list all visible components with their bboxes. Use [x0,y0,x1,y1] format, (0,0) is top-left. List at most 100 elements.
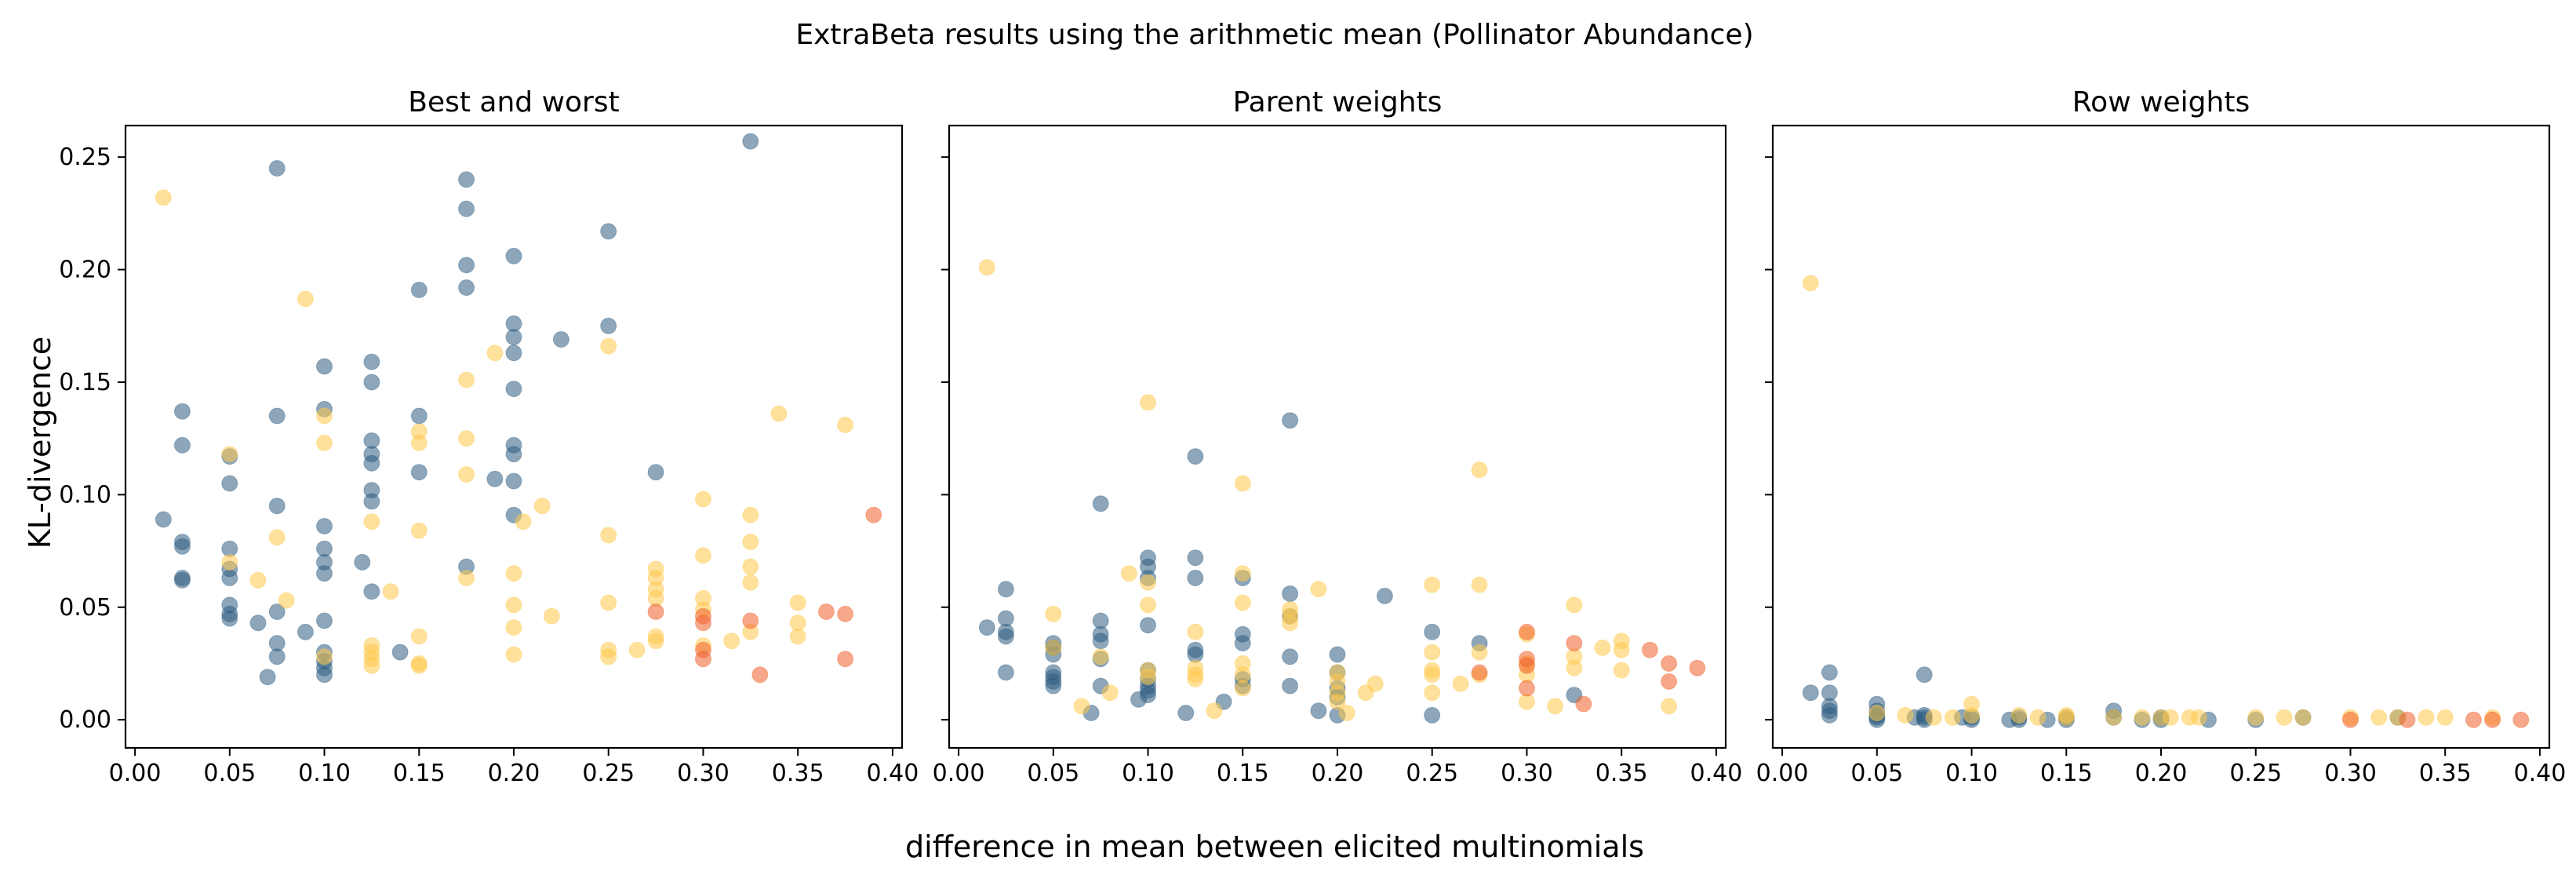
point-yellow [2010,706,2028,724]
point-yellow [2134,709,2151,726]
point-blue [316,565,333,582]
point-yellow [2247,709,2265,726]
point-blue [1282,412,1299,429]
x-tick-label: 0.40 [1690,760,1743,787]
point-yellow [2162,709,2179,726]
point-yellow [1140,394,1156,411]
point-orange [1661,655,1678,672]
point-yellow [695,490,711,508]
subplot-2: Parent weights 0.00 0.05 0.10 0.15 0.20 0.25 0.… [933,86,1743,787]
point-orange [2484,711,2501,728]
point-yellow [1963,706,1980,724]
x-tick-label: 0.05 [1027,760,1079,787]
point-yellow [1092,648,1109,665]
point-blue [458,200,475,217]
point-blue [742,133,759,150]
y-tick-label: 0.10 [59,481,111,509]
x-tick-label: 0.25 [582,760,635,787]
point-yellow [458,371,475,388]
point-orange [1519,680,1535,697]
y-tick-label: 0.25 [59,144,111,171]
point-yellow [249,571,267,589]
point-yellow [1613,662,1630,679]
y-axis-label: KL-divergence [23,337,57,549]
point-blue [505,472,522,490]
point-yellow [600,594,617,611]
point-blue [363,583,380,600]
x-tick-label: 0.40 [867,760,919,787]
point-orange [1689,659,1706,676]
point-blue [363,493,380,510]
point-blue [997,664,1014,681]
point-blue [505,247,522,264]
point-orange [2465,711,2482,728]
point-blue [1821,664,1838,681]
point-yellow [1566,596,1583,614]
point-orange [2342,711,2359,728]
point-blue [997,628,1014,645]
point-yellow [1310,581,1327,598]
point-yellow [742,506,759,523]
point-yellow [1424,684,1441,702]
y-tick-label: 0.00 [59,706,111,734]
point-yellow [316,407,333,425]
point-yellow [1424,576,1441,593]
x-tick-label: 0.25 [2229,760,2282,787]
point-blue [1234,635,1251,652]
subplot-3: Row weights 0.00 0.05 0.10 0.15 0.20 0.25 0.30 0… [1756,86,2567,787]
point-yellow [363,513,380,531]
point-blue [155,511,172,528]
point-yellow [1424,644,1441,661]
point-blue [173,538,191,555]
data-points [1802,275,2530,728]
point-yellow [600,337,617,355]
point-blue [458,279,475,296]
point-yellow [789,628,806,645]
x-tick-label: 0.30 [2324,760,2377,787]
point-orange [1519,623,1535,640]
point-orange [1641,641,1658,658]
x-tick-label: 0.10 [1122,760,1174,787]
point-yellow [297,290,314,308]
point-yellow [2294,709,2312,726]
point-yellow [1234,475,1251,492]
point-yellow [1471,576,1488,593]
point-blue [1802,684,1819,702]
point-blue [1424,706,1441,724]
point-blue [600,223,617,240]
x-tick-label: 0.15 [393,760,446,787]
point-orange [837,605,854,622]
point-blue [1177,705,1195,721]
point-yellow [505,646,522,663]
point-blue [1092,495,1109,512]
point-blue [221,610,238,627]
point-yellow [1566,659,1583,676]
point-yellow [1234,680,1251,697]
point-yellow [837,416,854,433]
point-yellow [1329,693,1346,710]
point-yellow [2370,709,2388,726]
point-yellow [1802,275,1819,292]
point-blue [505,345,522,362]
point-yellow [1140,574,1156,591]
point-blue [410,407,428,425]
axes-frame [1771,124,2551,749]
point-yellow [2029,709,2047,726]
point-yellow [2418,709,2435,726]
x-tick-label: 0.35 [1595,760,1648,787]
point-yellow [1452,675,1469,692]
point-blue [1329,646,1346,663]
point-yellow [628,641,646,658]
point-blue [316,358,333,375]
subplots: Best and worst 0.00 0.05 0.10 0.15 0.20 0.25 0.… [59,86,2566,787]
point-blue [458,171,475,188]
point-orange [817,603,835,620]
point-blue [249,614,267,632]
point-yellow [505,596,522,614]
point-yellow [410,434,428,451]
point-yellow [1101,684,1119,702]
point-yellow [1234,565,1251,582]
point-yellow [742,574,759,591]
x-tick-label: 0.00 [933,760,985,787]
